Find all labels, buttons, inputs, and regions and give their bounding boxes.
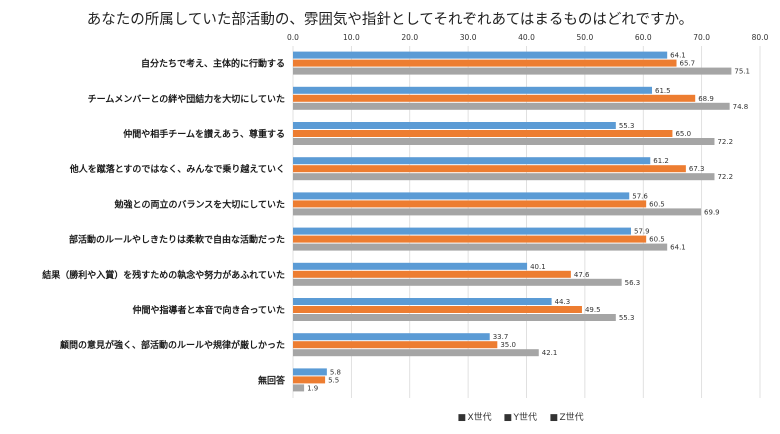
data-label: 56.3 (625, 279, 641, 287)
x-tick-label: 70.0 (693, 33, 710, 42)
data-label: 57.6 (632, 192, 648, 200)
bar (293, 341, 498, 349)
bar (293, 376, 326, 384)
data-label: 60.5 (649, 236, 665, 244)
category-label: 自分たちで考え、主体的に行動する (141, 58, 285, 70)
data-label: 68.9 (698, 95, 714, 103)
bar (293, 138, 715, 145)
bar (293, 86, 653, 94)
data-label: 35.0 (500, 341, 516, 349)
bar (293, 278, 622, 286)
legend-marker: ■ (504, 413, 513, 423)
data-label: 65.0 (675, 130, 691, 138)
data-label: 33.7 (493, 333, 509, 341)
bar (293, 368, 327, 376)
bar (293, 227, 631, 235)
bar (293, 333, 490, 341)
bar (293, 298, 552, 305)
data-label: 64.1 (670, 244, 686, 252)
bar (293, 94, 696, 102)
bar (293, 384, 305, 392)
data-label: 1.9 (307, 384, 318, 392)
data-label: 67.3 (689, 165, 705, 173)
x-tick-label: 40.0 (518, 33, 535, 42)
bar (293, 165, 686, 173)
category-label: 無回答 (258, 374, 286, 386)
data-label: 40.1 (530, 263, 546, 271)
bar (293, 235, 647, 243)
bar (293, 306, 582, 313)
category-label: チームメンバーとの絆や団結力を大切にしていた (88, 93, 285, 105)
legend-entry: Z世代 (560, 411, 584, 423)
bar (293, 262, 528, 270)
category-label: 部活動のルールやしきたりは柔軟で自由な活動だった (69, 234, 285, 246)
legend-entry: X世代 (468, 411, 492, 423)
x-tick-label: 30.0 (460, 33, 477, 42)
legend-entry: Y世代 (513, 411, 538, 423)
bar (293, 130, 673, 137)
category-label: 顧問の意見が強く、部活動のルールや規律が厳しかった (60, 339, 285, 351)
bar (293, 173, 715, 181)
data-label: 44.3 (555, 298, 571, 306)
bar (293, 51, 668, 59)
category-label: 仲間や相手チームを讃えあう、尊重する (123, 128, 285, 140)
data-label: 75.1 (734, 68, 750, 76)
bar (293, 192, 630, 200)
bar (293, 208, 702, 216)
data-label: 55.3 (619, 314, 635, 322)
data-label: 49.5 (585, 306, 601, 314)
legend-marker: ■ (550, 413, 559, 423)
bar (293, 67, 732, 75)
bar (293, 200, 647, 208)
bar (293, 270, 571, 278)
category-label: 他人を蹴落とすのではなく、みんなで乗り越えていく (69, 163, 285, 175)
data-label: 55.3 (619, 122, 635, 130)
data-label: 61.5 (655, 87, 671, 95)
data-label: 57.9 (634, 228, 650, 236)
data-label: 72.2 (717, 138, 733, 146)
x-tick-label: 80.0 (752, 33, 769, 42)
data-label: 42.1 (542, 349, 558, 357)
data-label: 47.6 (574, 271, 590, 279)
data-label: 72.2 (717, 173, 733, 181)
bar (293, 349, 539, 357)
bar (293, 122, 616, 129)
category-label: 結果（勝利や入賞）を残すための執念や努力があふれていた (42, 269, 285, 281)
x-tick-label: 20.0 (401, 33, 418, 42)
data-label: 5.5 (328, 376, 339, 384)
data-label: 64.1 (670, 52, 686, 60)
bar (293, 157, 651, 165)
data-label: 65.7 (680, 60, 696, 68)
x-tick-label: 50.0 (577, 33, 594, 42)
data-label: 74.8 (733, 103, 749, 111)
legend-marker: ■ (458, 413, 467, 423)
chart-title: あなたの所属していた部活動の、雰囲気や指針としてそれぞれあてはまるものはどれです… (86, 12, 694, 28)
x-tick-label: 0.0 (287, 33, 299, 42)
category-label: 仲間や指導者と本音で向き合っていた (132, 304, 285, 316)
data-label: 69.9 (704, 208, 720, 216)
data-label: 61.2 (653, 157, 669, 165)
bar (293, 59, 677, 67)
bar (293, 314, 616, 321)
data-label: 60.5 (649, 200, 665, 208)
x-tick-label: 10.0 (343, 33, 360, 42)
data-label: 5.8 (330, 368, 341, 376)
x-tick-label: 60.0 (635, 33, 652, 42)
bar (293, 102, 730, 110)
category-label: 勉強との両立のバランスを大切にしていた (114, 198, 285, 210)
bar (293, 243, 668, 251)
